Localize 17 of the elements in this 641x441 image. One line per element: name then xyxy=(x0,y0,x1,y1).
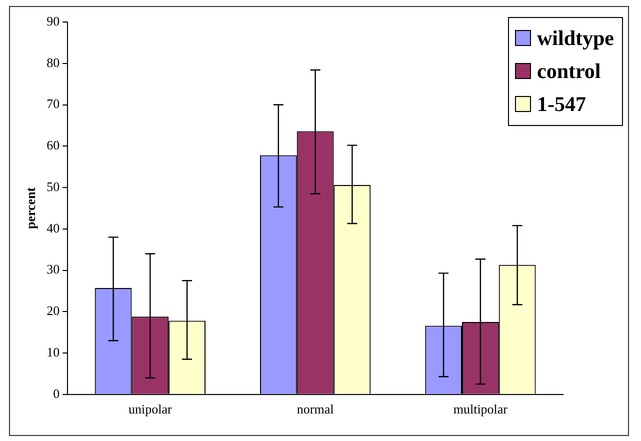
y-axis-title: percent xyxy=(23,186,38,230)
y-tick-label: 70 xyxy=(46,96,60,112)
y-tick-label: 90 xyxy=(46,13,60,28)
y-tick-label: 30 xyxy=(46,262,60,277)
legend-label: control xyxy=(536,58,602,85)
y-tick-label: 80 xyxy=(46,54,60,70)
x-tick-label: multipolar xyxy=(453,402,508,417)
x-tick-label: normal xyxy=(296,402,334,417)
y-tick-label: 10 xyxy=(46,344,60,360)
y-tick-label: 0 xyxy=(53,386,60,401)
y-tick-label: 60 xyxy=(46,138,60,153)
legend-label: 1-547 xyxy=(536,91,587,118)
y-tick-label: 40 xyxy=(46,220,60,236)
y-tick-label: 50 xyxy=(46,178,60,194)
y-tick-label: 20 xyxy=(46,303,60,318)
x-tick-label: unipolar xyxy=(128,402,172,417)
legend-label: wildtype xyxy=(536,25,614,52)
